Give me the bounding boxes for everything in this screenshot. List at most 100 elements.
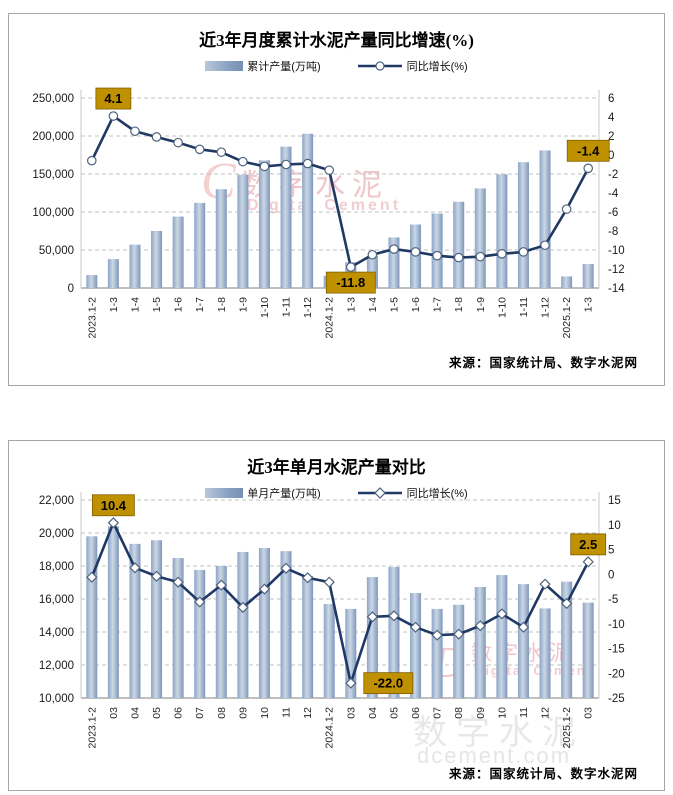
marker — [345, 677, 357, 689]
left-axis-tick-label: 10,000 — [39, 693, 74, 705]
marker — [151, 132, 162, 142]
x-axis-tick-label: 11 — [281, 707, 293, 718]
marker — [301, 572, 314, 584]
bar — [129, 543, 141, 698]
marker — [324, 165, 335, 175]
annotation-box — [570, 533, 607, 556]
right-axis-tick-label: 15 — [608, 495, 621, 507]
bar — [561, 276, 573, 288]
marker — [129, 562, 141, 574]
monthly-chart-canvas: 10,000 12,000 14,000 16,000 18,000 20,000 22,0… — [39, 492, 625, 749]
x-axis-tick-label: 12 — [540, 707, 552, 719]
marker — [130, 126, 140, 137]
marker — [410, 247, 421, 257]
bar-swatch-icon — [205, 488, 244, 498]
right-axis-tick-label: -4 — [608, 188, 619, 200]
x-axis-tick-label: 2023.1-2 — [86, 297, 98, 339]
bar — [323, 603, 335, 698]
x-axis-tick-label: 08 — [453, 707, 465, 719]
x-axis-tick-label: 1-12 — [540, 297, 552, 318]
x-axis-tick-label: 08 — [216, 707, 228, 719]
marker — [497, 249, 507, 259]
right-axis-tick-label: -14 — [608, 283, 625, 295]
bar — [431, 608, 443, 698]
left-axis-tick-label: 100,000 — [32, 207, 74, 219]
monthly-chart-title: 近3年单月水泥产量对比 — [247, 458, 426, 477]
x-axis-tick-label: 1-7 — [432, 297, 444, 312]
x-axis-tick-label: 1-8 — [453, 297, 465, 312]
right-axis-tick-label: 2 — [608, 131, 614, 143]
marker — [453, 252, 464, 263]
legend-item-bars: 单月产量(万吨) — [205, 485, 321, 501]
gridlines — [81, 97, 599, 251]
right-axis-tick-label: 6 — [608, 93, 614, 105]
x-axis-tick-label: 2024.1-2 — [324, 297, 336, 339]
cumulative-chart-panel: 近3年月度累计水泥产量同比增速(%) 累计产量(万吨) 同比增长(%) C 数字… — [8, 13, 665, 386]
right-axis-tick-label: 0 — [608, 569, 614, 581]
bar — [86, 275, 98, 288]
marker — [107, 517, 120, 529]
bar — [453, 201, 465, 288]
bar — [582, 602, 594, 698]
x-axis-tick-label: 10 — [259, 707, 271, 719]
x-axis-labels: 2023.1-2 1-3 1-4 1-5 1-6 1-7 1-8 1-9 1-10 1-11 1-1… — [86, 297, 594, 339]
x-axis-tick-label: 1-9 — [237, 297, 249, 312]
x-axis-tick-label: 1-5 — [151, 297, 163, 312]
bar-series — [86, 526, 594, 698]
bar — [302, 133, 314, 288]
x-axis-tick-label: 1-4 — [129, 297, 141, 312]
x-axis-labels: 2023.1-2 03 04 05 06 07 08 09 10 11 12 2024.1-2 03 04… — [86, 707, 594, 749]
annotation: 4.1 — [95, 87, 132, 110]
annotation-box — [363, 672, 414, 695]
annotation-label: -22.0 — [373, 676, 403, 691]
right-axis-tick-label: -8 — [608, 226, 618, 238]
x-axis-tick-label: 09 — [237, 707, 249, 719]
legend-item-line: 同比增长(%) — [357, 58, 468, 74]
bar — [410, 593, 422, 698]
x-axis-tick-label: 1-11 — [518, 297, 530, 317]
left-axis-tick-label: 50,000 — [39, 245, 74, 257]
x-axis-tick-label: 1-10 — [259, 297, 271, 318]
x-axis-tick-label: 2024.1-2 — [324, 707, 336, 749]
marker — [259, 161, 270, 172]
bar — [215, 189, 227, 288]
annotation: -1.4 — [566, 139, 610, 162]
marker — [539, 578, 551, 590]
left-axis-tick-label: 250,000 — [32, 93, 74, 105]
marker — [388, 610, 400, 622]
x-axis-tick-label: 1-3 — [108, 297, 120, 312]
right-axis-tick-label: -10 — [608, 245, 625, 257]
marker — [238, 156, 248, 167]
legend-item-bars: 累计产量(万吨) — [205, 58, 321, 74]
right-axis-tick-label: -25 — [608, 693, 625, 705]
annotation: -22.0 — [363, 672, 414, 695]
bar — [151, 540, 163, 698]
left-axis-tick-label: 18,000 — [39, 561, 74, 573]
x-axis-tick-label: 09 — [475, 707, 487, 719]
annotation-box — [95, 87, 132, 110]
bar — [582, 264, 594, 288]
marker — [517, 621, 530, 633]
marker — [561, 204, 572, 214]
right-axis-tick-label: -15 — [608, 644, 625, 656]
source-note: 来源：国家统计局、数字水泥网 — [448, 356, 638, 370]
cumulative-chart-title: 近3年月度累计水泥产量同比增速(%) — [199, 31, 474, 50]
marker — [474, 620, 486, 632]
x-axis-tick-label: 1-12 — [302, 297, 314, 318]
source-note: 来源：国家统计局、数字水泥网 — [448, 767, 638, 781]
x-axis-tick-label: 03 — [583, 707, 595, 719]
marker — [302, 158, 313, 169]
bar — [172, 216, 184, 288]
line-markers — [86, 111, 594, 272]
annotation-label: 10.4 — [101, 498, 127, 513]
right-axis-tick-label: -5 — [608, 594, 618, 606]
line-marker-icon — [357, 487, 402, 499]
annotation-label: 4.1 — [104, 91, 122, 106]
left-axis-tick-label: 200,000 — [32, 131, 74, 143]
marker — [258, 583, 271, 595]
x-axis-tick-label: 04 — [129, 707, 141, 719]
bar — [388, 566, 400, 698]
marker — [582, 556, 594, 568]
marker — [281, 159, 291, 170]
